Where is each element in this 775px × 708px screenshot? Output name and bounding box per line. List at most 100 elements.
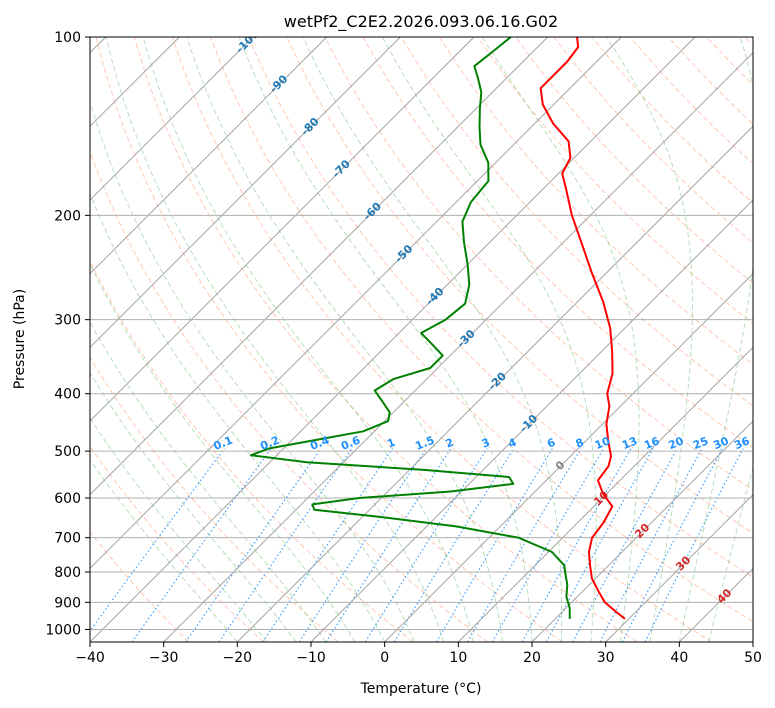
moist-adiabat <box>90 192 386 642</box>
y-tick-label: 800 <box>54 565 81 581</box>
mixing-ratio-line <box>393 448 515 642</box>
isotherm <box>90 37 622 569</box>
dry-adiabat <box>90 150 488 642</box>
mixing-ratio-line <box>185 448 322 642</box>
mixing-ratio-line <box>572 448 678 642</box>
isotherm <box>458 346 753 642</box>
isotherm <box>163 52 753 642</box>
dry-adiabat <box>90 356 339 642</box>
dry-adiabat <box>515 37 753 284</box>
dry-adiabat <box>438 37 753 366</box>
dry-adiabat <box>210 37 753 623</box>
mixing-ratio-line <box>491 448 605 642</box>
mixing-ratio-line <box>298 448 427 642</box>
dry-adiabat <box>95 37 563 642</box>
isotherm <box>90 37 696 642</box>
dewpoint-profile <box>250 37 571 619</box>
y-tick-label: 200 <box>54 208 81 224</box>
x-tick-label: 20 <box>523 650 541 666</box>
moist-adiabat <box>606 37 693 642</box>
isotherm <box>310 199 753 642</box>
isotherm <box>90 37 548 496</box>
moist-adiabat <box>678 37 753 642</box>
x-tick-label: 40 <box>670 650 688 666</box>
dry-adiabats <box>90 37 753 642</box>
x-tick-label: 30 <box>597 650 615 666</box>
mixing-ratio-line <box>325 448 452 642</box>
mixing-ratio-label: 10 <box>593 434 612 452</box>
isotherm <box>237 125 753 642</box>
y-tick-label: 1000 <box>45 622 81 638</box>
mixing-ratio-label: 30 <box>712 434 731 452</box>
dry-adiabat <box>90 531 190 642</box>
moist-adiabat <box>90 321 327 642</box>
moist-adiabat <box>142 37 474 642</box>
temperature-profile <box>539 37 626 620</box>
dry-adiabat <box>248 37 753 578</box>
mixing-ratio-label: 16 <box>642 434 661 452</box>
y-tick-label: 600 <box>54 491 81 507</box>
x-tick-label: 0 <box>380 650 389 666</box>
y-axis-title: Pressure (hPa) <box>12 289 28 389</box>
y-tick-label: 100 <box>54 30 81 46</box>
isotherm <box>605 494 753 642</box>
moist-adiabat <box>302 37 563 642</box>
moist-adiabat <box>381 37 597 642</box>
mixing-ratio-line <box>262 448 393 642</box>
y-tick-label: 300 <box>54 313 81 329</box>
moist-adiabat <box>90 262 356 642</box>
y-tick-label: 900 <box>54 595 81 611</box>
dry-adiabat <box>133 37 638 642</box>
x-tick-label: −20 <box>223 650 253 666</box>
dry-adiabat <box>90 445 264 642</box>
mixing-ratio-label: 13 <box>620 434 639 452</box>
moist-adiabat <box>90 417 268 642</box>
mixing-ratio-line <box>218 448 353 642</box>
x-tick-label: 50 <box>744 650 762 666</box>
x-tick-label: −40 <box>75 650 105 666</box>
mixing-ratio-line <box>466 448 582 642</box>
moist-adiabat <box>708 465 753 642</box>
mixing-ratio-label: 25 <box>691 434 710 452</box>
axes: −40 −30 −20 −10 0 10 20 30 40 50 1000 900 800 700 600 5… <box>45 30 762 666</box>
moist-adiabat <box>105 37 445 642</box>
moist-adiabats <box>90 37 753 642</box>
moist-adiabat <box>238 37 533 642</box>
profiles <box>250 37 626 620</box>
isotherm <box>531 420 753 642</box>
moist-adiabat <box>90 459 238 642</box>
isotherm <box>90 37 254 201</box>
x-tick-label: 10 <box>449 650 467 666</box>
plot-frame <box>89 36 754 643</box>
dry-adiabat <box>171 37 712 642</box>
x-tick-label: −30 <box>149 650 179 666</box>
mixing-ratio-line <box>599 448 703 642</box>
moist-adiabat <box>481 37 640 642</box>
isotherm <box>90 37 401 348</box>
mixing-ratio-line <box>131 448 272 642</box>
y-tick-label: 700 <box>54 531 81 547</box>
isotherm <box>90 37 327 275</box>
isotherm <box>90 37 475 422</box>
mixing-ratio-label: 3 <box>480 436 492 451</box>
mixing-ratio-label: 2 <box>444 436 456 451</box>
y-tick-label: 400 <box>54 387 81 403</box>
dry-adiabat <box>400 37 753 407</box>
mixing-ratio-line <box>90 448 225 632</box>
mixing-ratio-label: 8 <box>574 436 586 451</box>
moist-adiabat <box>186 37 503 642</box>
chart-title: wetPf2_C2E2.2026.093.06.16.G02 <box>284 12 558 32</box>
x-tick-label: −10 <box>296 650 326 666</box>
mixing-ratio-line <box>364 448 488 642</box>
mixing-ratio-label: 1 <box>385 436 397 451</box>
isotherm-lines <box>90 37 753 642</box>
dry-adiabat <box>324 37 753 491</box>
isotherm <box>384 273 753 642</box>
mixing-ratio-label: 20 <box>666 434 685 452</box>
mixing-ratio-line <box>621 448 723 642</box>
isobar-gridlines <box>90 37 753 630</box>
mixing-ratio-label: 36 <box>732 434 751 452</box>
y-tick-label: 500 <box>54 444 81 460</box>
